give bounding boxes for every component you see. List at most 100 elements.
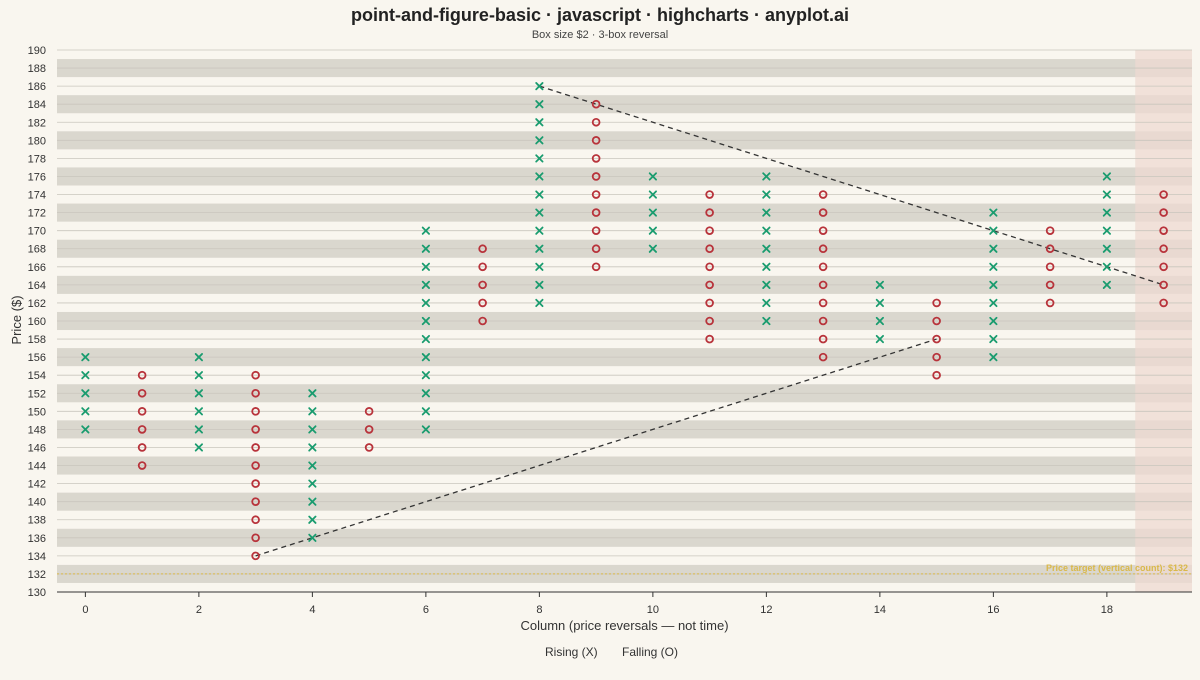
legend-item-falling[interactable]: Falling (O)	[622, 645, 678, 659]
x-mark	[81, 425, 90, 434]
o-mark	[364, 425, 374, 434]
x-stroke	[421, 316, 430, 326]
o-mark	[705, 226, 714, 235]
legend-item-rising[interactable]: Rising (X)	[545, 645, 598, 659]
x-stroke	[762, 280, 771, 289]
o-mark	[137, 425, 147, 434]
y-tick-label: 144	[28, 461, 46, 473]
x-stroke	[762, 226, 771, 235]
x-stroke	[648, 172, 657, 181]
y-tick-label: 162	[28, 298, 46, 310]
o-mark	[137, 388, 147, 398]
trendlines	[255, 85, 1164, 557]
x-stroke	[648, 226, 657, 235]
x-stroke	[421, 425, 430, 434]
o-mark	[137, 461, 147, 470]
x-stroke	[421, 262, 430, 271]
o-mark	[1159, 226, 1168, 235]
x-mark	[194, 371, 203, 380]
y-tick-label: 182	[28, 117, 46, 129]
o-mark	[1159, 280, 1168, 290]
y-tick-label: 158	[28, 334, 46, 346]
x-stroke	[762, 298, 771, 308]
x-stroke	[421, 226, 430, 235]
o-mark	[251, 425, 260, 434]
x-stroke	[81, 371, 90, 380]
o-mark	[818, 226, 828, 235]
x-mark	[875, 334, 884, 344]
o-mark	[818, 190, 828, 199]
x-mark	[535, 172, 544, 181]
x-mark	[762, 316, 771, 326]
y-tick-label: 186	[28, 81, 46, 93]
x-mark	[648, 172, 657, 181]
legend: Rising (X) Falling (O)	[545, 645, 678, 659]
x-mark	[989, 244, 998, 253]
x-mark	[194, 443, 203, 452]
y-tick-label: 138	[28, 515, 46, 527]
o-mark	[251, 370, 260, 380]
x-tick-label: 8	[536, 604, 542, 616]
x-mark	[421, 298, 430, 308]
y-tick-label: 178	[28, 153, 46, 165]
y-tick-label: 188	[28, 63, 46, 75]
x-mark	[1102, 226, 1111, 235]
o-mark	[932, 370, 941, 380]
x-stroke	[421, 407, 430, 416]
x-mark	[194, 353, 203, 362]
o-mark	[137, 443, 147, 452]
x-mark	[308, 515, 317, 524]
y-tick-label: 164	[28, 280, 46, 292]
y-tick-label: 170	[28, 226, 46, 238]
x-mark	[421, 316, 430, 326]
o-mark	[478, 316, 487, 326]
x-mark	[194, 407, 203, 416]
x-mark	[648, 208, 657, 217]
x-stroke	[535, 82, 544, 91]
o-mark	[251, 461, 260, 470]
x-mark	[421, 389, 430, 398]
o-mark	[818, 262, 828, 272]
x-mark	[989, 208, 998, 217]
axes: 1301321341361381401421441461481501521541…	[28, 45, 1192, 616]
x-mark	[421, 353, 430, 362]
x-stroke	[81, 389, 90, 398]
o-mark	[1045, 226, 1055, 235]
x-tick-label: 2	[196, 604, 202, 616]
x-stroke	[421, 389, 430, 398]
x-mark	[762, 298, 771, 308]
o-mark	[591, 172, 601, 181]
o-mark	[478, 280, 487, 290]
x-stroke	[535, 226, 544, 235]
target-label: Price target (vertical count): $132	[1046, 563, 1188, 573]
o-mark	[932, 298, 941, 308]
x-stroke	[308, 515, 317, 524]
x-stroke	[308, 389, 317, 398]
x-tick-label: 16	[987, 604, 999, 616]
o-mark	[932, 334, 941, 344]
x-mark	[421, 244, 430, 253]
x-mark	[194, 389, 203, 398]
x-mark	[308, 479, 317, 488]
x-stroke	[762, 316, 771, 326]
x-stroke	[81, 407, 90, 416]
x-stroke	[421, 334, 430, 344]
x-stroke	[762, 172, 771, 181]
y-tick-label: 152	[28, 388, 46, 400]
x-mark	[762, 262, 771, 271]
x-stroke	[194, 371, 203, 380]
y-tick-label: 176	[28, 171, 46, 183]
x-mark	[648, 226, 657, 235]
x-mark	[421, 425, 430, 434]
x-stroke	[1102, 280, 1111, 289]
x-stroke	[308, 443, 317, 452]
x-stroke	[989, 208, 998, 217]
x-mark	[81, 371, 90, 380]
x-stroke	[535, 190, 544, 199]
x-stroke	[1102, 262, 1111, 271]
x-stroke	[1102, 244, 1111, 253]
o-mark	[1045, 262, 1055, 272]
x-mark	[535, 208, 544, 217]
